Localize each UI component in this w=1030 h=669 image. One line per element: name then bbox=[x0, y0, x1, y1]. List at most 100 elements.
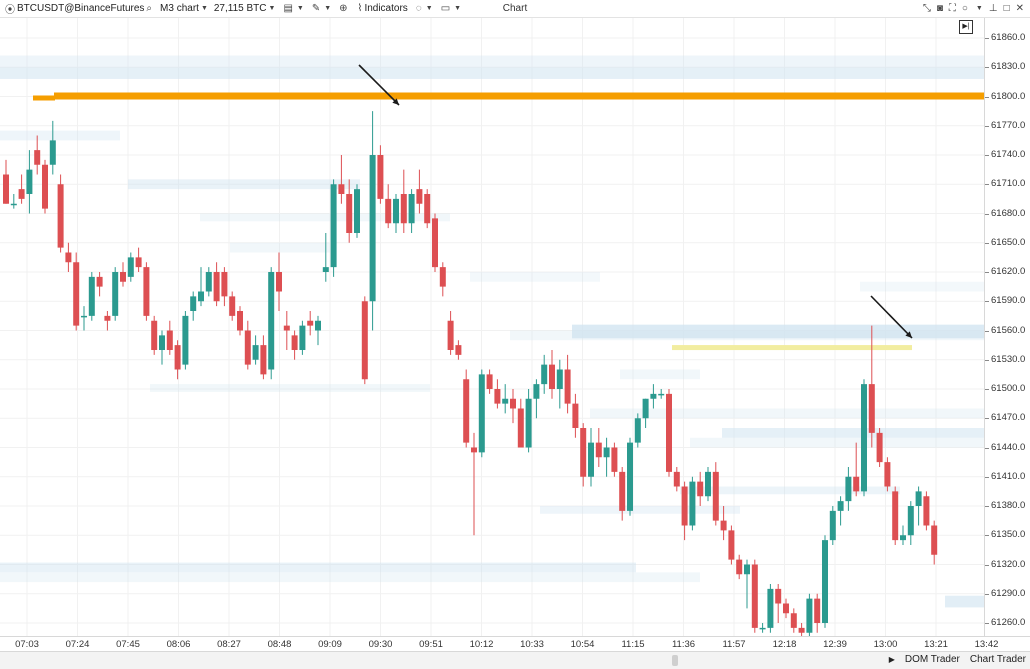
chevron-down-icon: ▼ bbox=[200, 5, 208, 12]
candle-body bbox=[689, 481, 696, 526]
liquidity-band bbox=[690, 437, 984, 448]
layout-icon: ▭ bbox=[440, 3, 451, 14]
price-label: 61260.0 bbox=[991, 617, 1026, 628]
candle-body bbox=[744, 564, 750, 575]
price-tick bbox=[985, 213, 989, 215]
candle-body bbox=[876, 432, 883, 463]
price-tick bbox=[985, 535, 989, 537]
expand-icon[interactable]: ⛶ bbox=[948, 3, 956, 14]
time-label: 09:51 bbox=[419, 639, 443, 650]
candle-body bbox=[783, 603, 789, 614]
time-label: 08:48 bbox=[267, 639, 292, 650]
templates-button[interactable]: ◌ ▼ bbox=[411, 0, 436, 17]
maximize-icon[interactable]: □ bbox=[1003, 3, 1010, 14]
candle-body bbox=[736, 559, 743, 575]
price-tick bbox=[985, 155, 989, 156]
price-axis[interactable]: 61860.0 61830.0 61800.0 61770.0 61740.0 61710… bbox=[984, 18, 1030, 636]
candle-body bbox=[642, 398, 649, 419]
timeframe-selector[interactable]: M3 chart ▼ bbox=[157, 0, 211, 17]
price-label: 61380.0 bbox=[991, 500, 1026, 511]
chart-plot-area[interactable] bbox=[0, 18, 987, 638]
zoom-button[interactable]: ⊕ bbox=[334, 0, 352, 17]
candle-body bbox=[580, 428, 587, 477]
candle-body bbox=[65, 252, 72, 263]
time-label: 12:39 bbox=[823, 639, 847, 650]
chevron-down-icon: ▼ bbox=[268, 5, 276, 12]
chevron-down-icon: ▼ bbox=[454, 5, 462, 12]
symbol-selector[interactable]: ⦿ BTCUSDT@BinanceFutures ⌕ bbox=[0, 0, 157, 17]
candle-body bbox=[299, 325, 306, 350]
candle-body bbox=[174, 345, 181, 370]
candle-body bbox=[510, 398, 516, 409]
price-label: 61830.0 bbox=[991, 61, 1026, 73]
close-icon[interactable]: ✕ bbox=[1015, 3, 1024, 14]
chart-type-button[interactable]: ▤ ▼ bbox=[278, 0, 306, 17]
search-icon[interactable]: ⌕ bbox=[146, 3, 153, 14]
price-label: 61560.0 bbox=[991, 324, 1026, 336]
candle-body bbox=[853, 476, 860, 492]
liquidity-band bbox=[572, 324, 984, 339]
circle-icon[interactable]: ○ bbox=[961, 3, 968, 14]
candle-body bbox=[127, 257, 134, 277]
candle-body bbox=[3, 174, 9, 204]
layout-button[interactable]: ▭ ▼ bbox=[436, 0, 464, 17]
currency-icon: ⦿ bbox=[5, 5, 15, 16]
candle-body bbox=[907, 506, 914, 536]
symbol-label: BTCUSDT@BinanceFutures bbox=[17, 3, 145, 14]
candle-body bbox=[268, 272, 275, 370]
chart-toolbar: ⦿ BTCUSDT@BinanceFutures ⌕ M3 chart ▼ 27… bbox=[0, 0, 1030, 18]
chevron-down-icon: ▼ bbox=[425, 5, 433, 12]
candle-body bbox=[49, 140, 56, 165]
time-label: 11:57 bbox=[722, 639, 746, 650]
price-tick bbox=[985, 242, 989, 244]
timeframe-label: M3 chart bbox=[160, 3, 199, 14]
time-label: 08:06 bbox=[166, 639, 191, 650]
indicators-button[interactable]: ⌇ Indicators bbox=[353, 0, 411, 17]
candle-body bbox=[666, 393, 672, 472]
price-tick bbox=[985, 38, 989, 39]
time-axis[interactable]: 07:03 07:24 07:45 08:06 08:27 08:48 09:09 09:30… bbox=[0, 636, 1030, 651]
price-label: 61740.0 bbox=[991, 149, 1026, 160]
candle-body bbox=[634, 418, 641, 443]
horizontal-scrollbar[interactable] bbox=[672, 655, 678, 666]
candle-body bbox=[88, 276, 95, 316]
camera-icon[interactable]: ◙ bbox=[936, 3, 943, 14]
chevron-down-icon[interactable]: ▼ bbox=[975, 5, 983, 12]
candle-body bbox=[915, 491, 922, 506]
annotation-arrow-line bbox=[358, 64, 400, 106]
shrink-icon[interactable]: ⤡ bbox=[922, 3, 931, 14]
chart-trader-tab[interactable]: Chart Trader bbox=[969, 654, 1026, 665]
scroll-to-end-button[interactable]: ▶| bbox=[959, 20, 973, 34]
price-label: 61470.0 bbox=[991, 412, 1026, 424]
candle-body bbox=[533, 384, 540, 399]
candle-body bbox=[385, 198, 392, 224]
candle-body bbox=[354, 189, 360, 233]
candle-body bbox=[814, 598, 821, 623]
liquidity-band bbox=[860, 281, 984, 292]
price-tick bbox=[985, 418, 989, 420]
price-label: 61350.0 bbox=[991, 529, 1026, 541]
chart-svg[interactable] bbox=[0, 18, 987, 638]
candle-body bbox=[595, 442, 602, 458]
candle-body bbox=[923, 496, 930, 526]
candle-body bbox=[806, 598, 813, 633]
liquidity-band bbox=[0, 55, 984, 68]
zoom-icon: ⊕ bbox=[339, 3, 348, 14]
candle-body bbox=[463, 379, 470, 443]
candle-body bbox=[416, 189, 423, 204]
dom-trader-tab[interactable]: DOM Trader bbox=[904, 654, 960, 665]
price-tick bbox=[985, 125, 989, 127]
volume-selector[interactable]: 27,115 BTC ▼ bbox=[211, 0, 279, 17]
orange-level-stub bbox=[33, 95, 55, 101]
candle-body bbox=[681, 486, 688, 526]
candle-body bbox=[283, 325, 290, 331]
play-icon[interactable]: ▶ bbox=[888, 655, 895, 664]
candle-body bbox=[720, 520, 727, 531]
candle-body bbox=[517, 408, 524, 448]
pin-icon[interactable]: ⊥ bbox=[988, 3, 998, 14]
indicators-label: Indicators bbox=[364, 3, 408, 14]
liquidity-band bbox=[150, 384, 430, 392]
drawing-tools-button[interactable]: ✎ ▼ bbox=[307, 0, 334, 17]
candle-body bbox=[767, 588, 774, 628]
candle-body bbox=[900, 535, 906, 541]
